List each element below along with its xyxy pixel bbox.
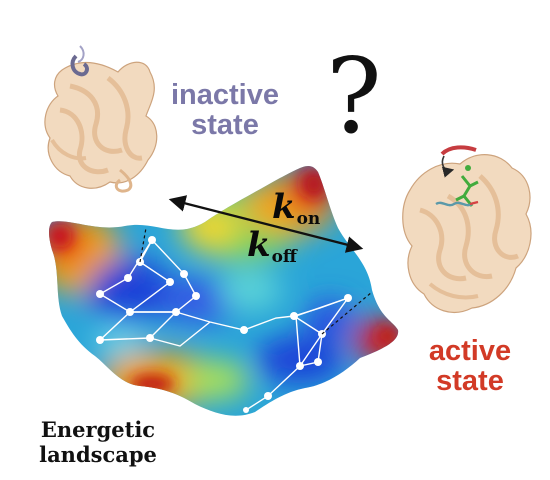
- dashed-guide-lines: [139, 227, 373, 335]
- k-off-symbol: k: [247, 225, 271, 265]
- active-state-text: active state: [428, 335, 512, 398]
- energetic-landscape-text: Energetic landscape: [39, 417, 157, 467]
- question-mark: ?: [326, 35, 382, 157]
- energy-surface: [49, 165, 399, 416]
- energetic-landscape-label: Energetic landscape: [18, 417, 178, 468]
- double-headed-arrow-icon: [168, 195, 364, 253]
- k-on-symbol: k: [272, 187, 296, 227]
- inactive-state-label: inactive state: [170, 80, 280, 141]
- k-on-label: kon: [272, 190, 320, 228]
- k-off-subscript: off: [271, 247, 297, 267]
- network-nodes: [96, 236, 352, 413]
- k-on-subscript: on: [296, 209, 321, 229]
- active-state-label: active state: [415, 336, 525, 397]
- inactive-state-text: inactive state: [171, 79, 279, 142]
- inactive-protein-icon: [44, 45, 158, 193]
- active-protein-icon: [402, 145, 532, 313]
- k-off-label: koff: [247, 228, 297, 266]
